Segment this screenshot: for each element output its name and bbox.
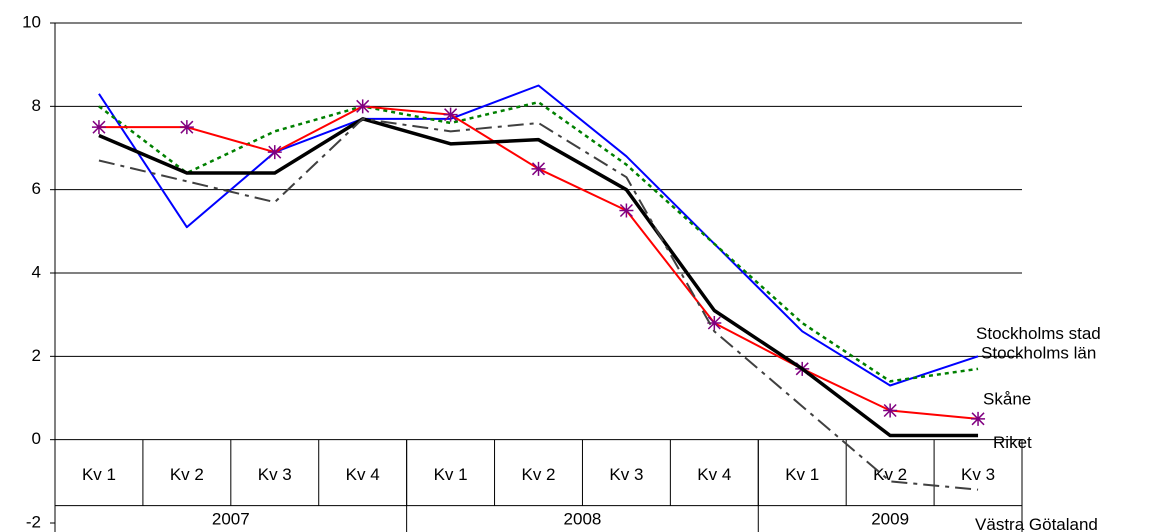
x-tick-label: Kv 3 (258, 465, 292, 484)
marker (531, 161, 546, 176)
x-tick-label: Kv 1 (434, 465, 468, 484)
marker (267, 145, 282, 160)
marker (619, 203, 634, 218)
x-tick-label: Kv 4 (346, 465, 380, 484)
y-tick-label: -2 (26, 512, 41, 531)
group-label: 2008 (564, 509, 602, 528)
y-tick-label: 8 (32, 96, 41, 115)
series-line (98, 117, 979, 438)
x-tick-label: Kv 1 (785, 465, 819, 484)
series-line (98, 84, 979, 387)
series-label: Västra Götaland (975, 515, 1098, 532)
series-label: Stockholms stad (976, 324, 1101, 343)
x-tick-label: Kv 3 (961, 465, 995, 484)
x-tick-label: Kv 4 (697, 465, 731, 484)
marker (355, 99, 370, 114)
marker (883, 403, 898, 418)
marker (443, 107, 458, 122)
series-line (98, 100, 979, 383)
series-label: Riket (993, 433, 1032, 452)
series-line (98, 105, 979, 420)
series-line (98, 117, 979, 491)
group-label: 2009 (871, 509, 909, 528)
marker (971, 411, 986, 426)
x-tick-label: Kv 3 (609, 465, 643, 484)
group-label: 2007 (212, 509, 250, 528)
x-tick-label: Kv 1 (82, 465, 116, 484)
y-tick-label: 0 (32, 429, 41, 448)
y-tick-label: 2 (32, 346, 41, 365)
x-tick-label: Kv 2 (873, 465, 907, 484)
x-tick-label: Kv 2 (170, 465, 204, 484)
x-tick-label: Kv 2 (521, 465, 555, 484)
series-label: Skåne (983, 389, 1031, 408)
y-tick-label: 4 (32, 262, 41, 281)
y-tick-label: 6 (32, 179, 41, 198)
series-label: Stockholms län (981, 343, 1096, 362)
marker (179, 120, 194, 135)
y-tick-label: 10 (22, 12, 41, 31)
marker (91, 120, 106, 135)
marker (707, 316, 722, 330)
